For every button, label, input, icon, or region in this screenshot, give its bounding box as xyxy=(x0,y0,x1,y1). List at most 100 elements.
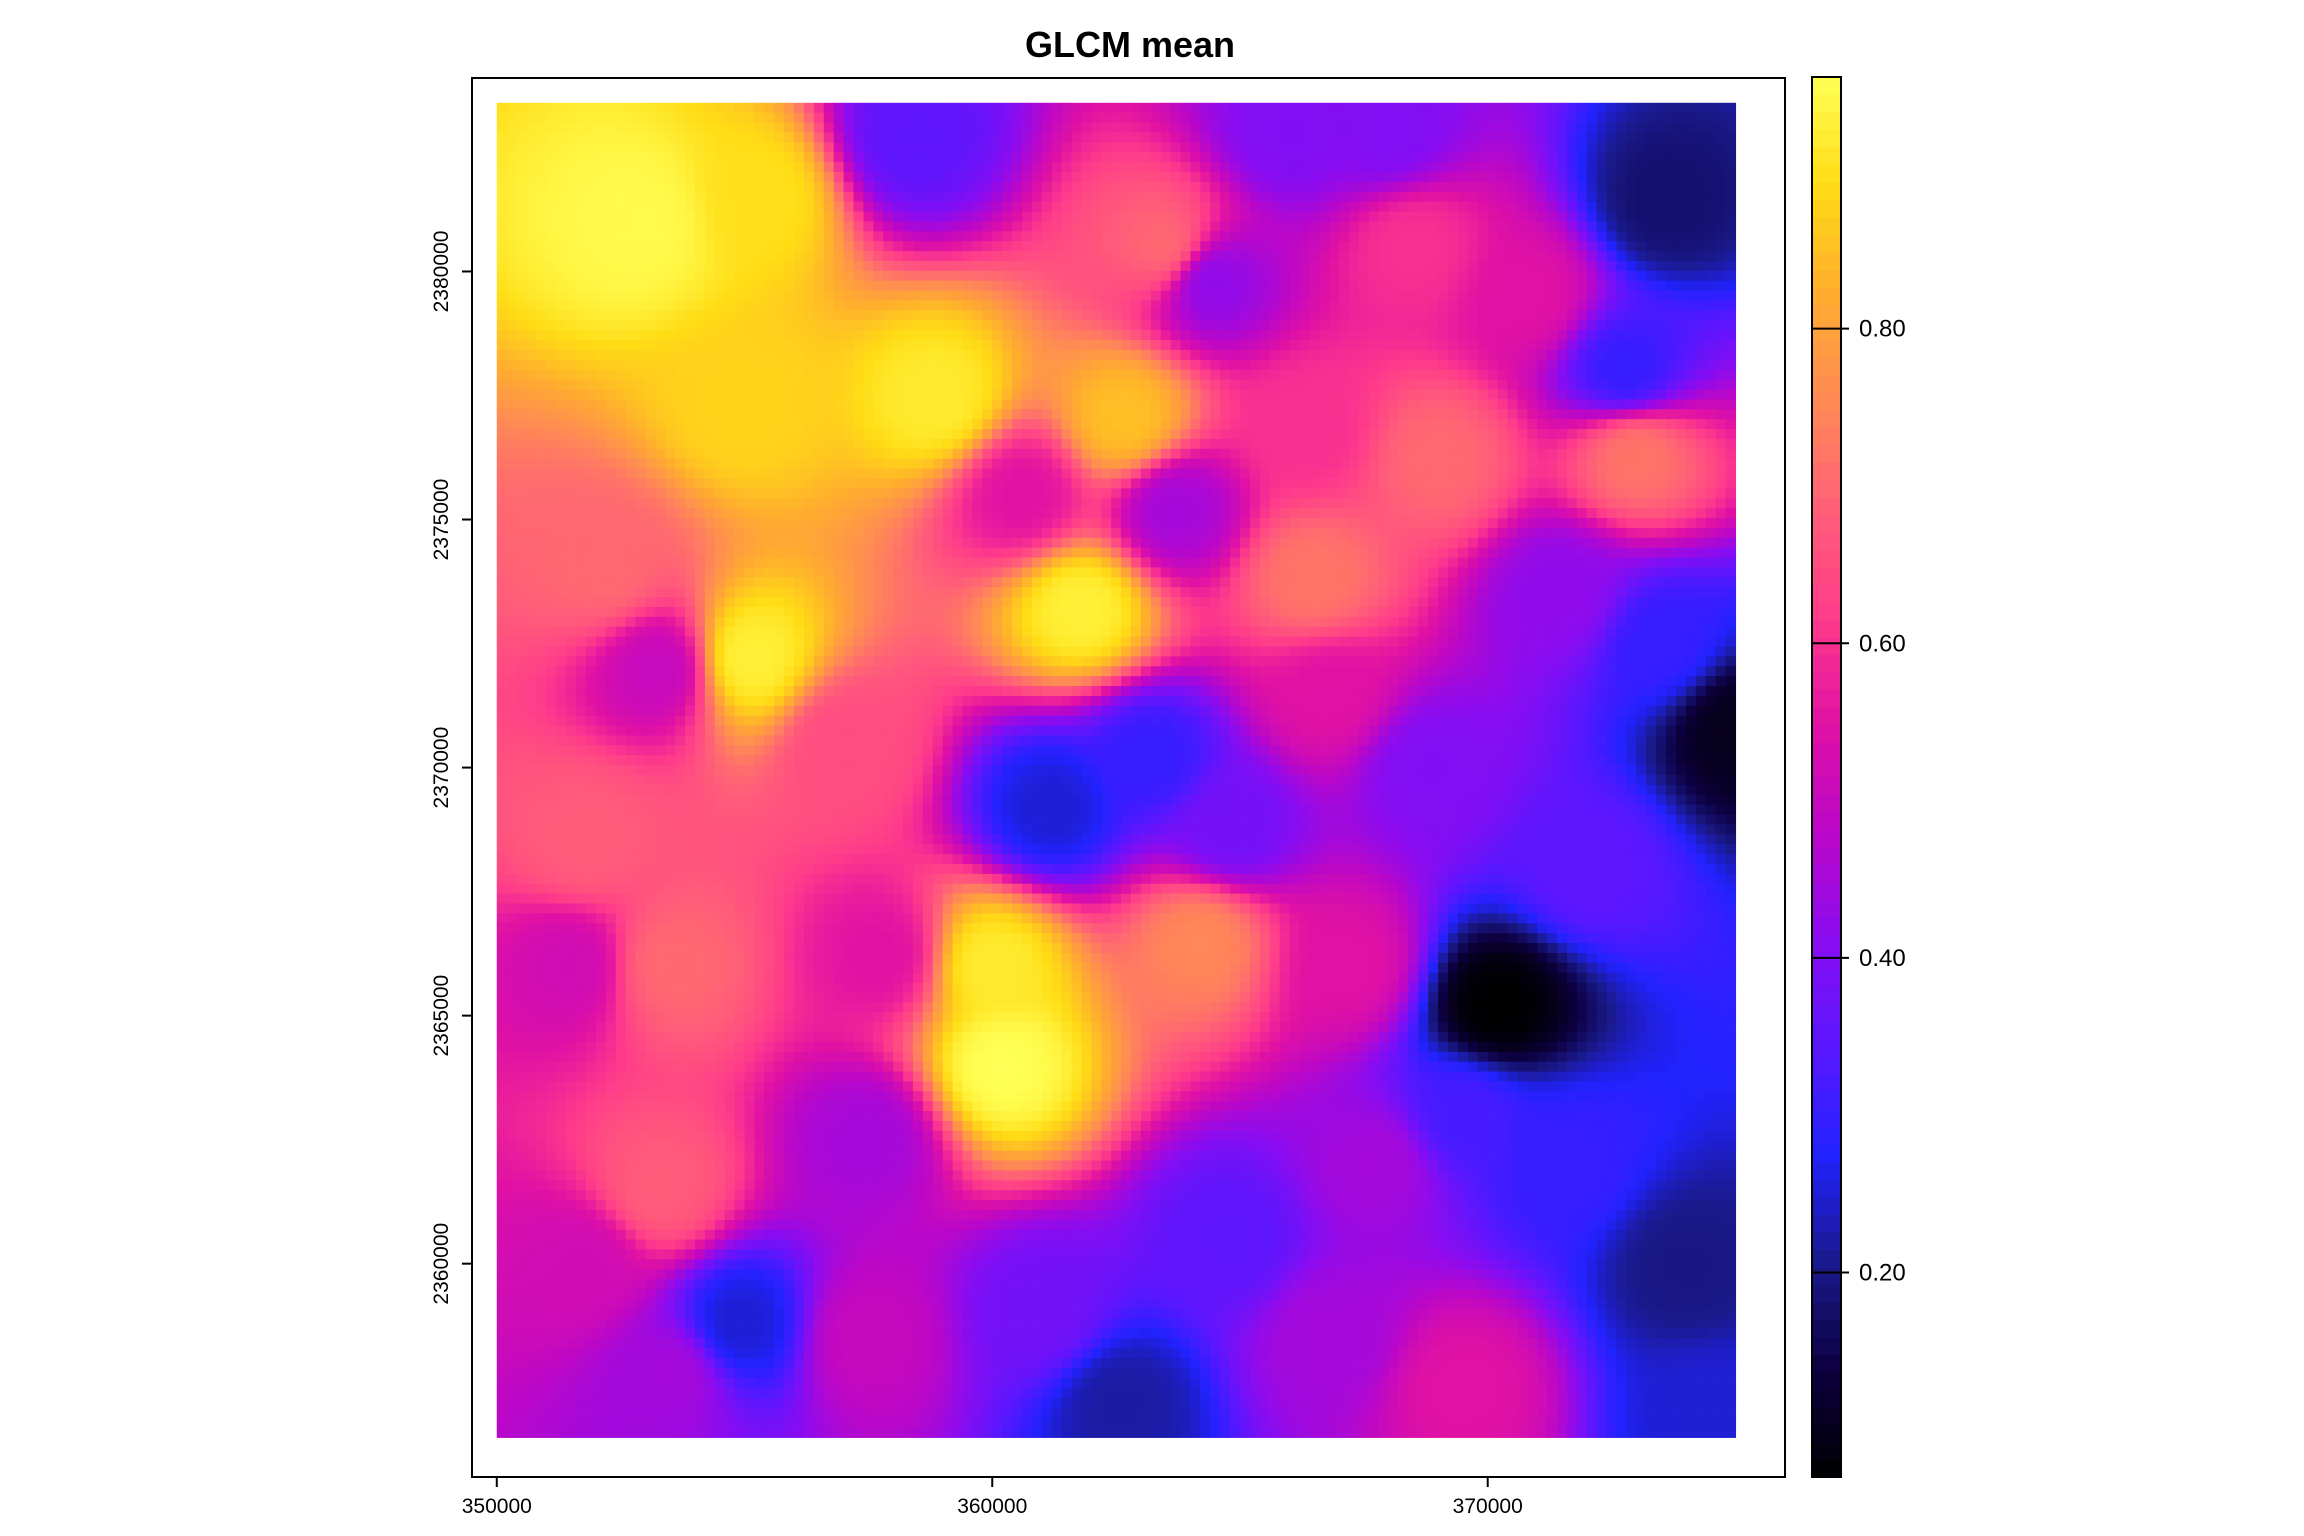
raster-cell xyxy=(1428,231,1439,242)
raster-cell xyxy=(1101,112,1112,124)
raster-cell xyxy=(972,251,983,262)
raster-cell xyxy=(645,389,656,400)
raster-cell xyxy=(1121,191,1132,203)
raster-cell xyxy=(1061,389,1073,400)
raster-cell xyxy=(1448,260,1459,272)
raster-cell xyxy=(556,280,567,292)
raster-cell xyxy=(1259,458,1271,470)
raster-cell xyxy=(1210,320,1221,331)
raster-cell xyxy=(556,379,567,391)
raster-cell xyxy=(1329,270,1340,282)
raster-cell xyxy=(1576,448,1588,460)
raster-cell xyxy=(1091,221,1102,232)
raster-cell xyxy=(1150,260,1162,272)
raster-cell xyxy=(734,211,746,223)
raster-cell xyxy=(595,300,607,311)
raster-cell xyxy=(1467,211,1479,223)
raster-cell xyxy=(546,429,557,440)
raster-cell xyxy=(754,409,765,420)
raster-cell xyxy=(1279,132,1291,143)
raster-cell xyxy=(843,162,855,173)
raster-cell xyxy=(853,399,865,410)
raster-cell xyxy=(615,112,627,124)
raster-cell xyxy=(1259,448,1271,460)
raster-cell xyxy=(1121,359,1132,371)
raster-cell xyxy=(942,290,954,302)
raster-cell xyxy=(625,340,637,351)
raster-cell xyxy=(972,359,983,371)
raster-cell xyxy=(912,488,924,499)
raster-cell xyxy=(1150,251,1162,262)
raster-cell xyxy=(665,132,676,143)
raster-cell xyxy=(784,310,795,321)
raster-cell xyxy=(932,448,944,460)
raster-cell xyxy=(1626,280,1637,292)
raster-cell xyxy=(1636,369,1647,381)
raster-cell xyxy=(1150,280,1162,292)
raster-cell xyxy=(724,419,736,430)
raster-cell xyxy=(1527,172,1538,183)
raster-cell xyxy=(694,221,706,232)
raster-cell xyxy=(1715,172,1727,183)
raster-cell xyxy=(734,221,746,232)
raster-cell xyxy=(1666,300,1677,311)
raster-cell xyxy=(576,191,587,203)
raster-cell xyxy=(675,231,686,242)
raster-cell xyxy=(1101,448,1112,460)
raster-cell xyxy=(873,231,884,242)
raster-cell xyxy=(1091,419,1102,430)
raster-cell xyxy=(1408,409,1419,420)
raster-cell xyxy=(1031,320,1043,331)
raster-cell xyxy=(1656,181,1667,193)
raster-cell xyxy=(1031,468,1043,480)
raster-cell xyxy=(1230,102,1241,114)
raster-cell xyxy=(1051,310,1063,321)
raster-cell xyxy=(1428,221,1439,232)
raster-cell xyxy=(625,290,637,302)
raster-cell xyxy=(1081,300,1092,311)
raster-cell xyxy=(585,231,597,242)
raster-cell xyxy=(922,122,934,134)
raster-cell xyxy=(1111,260,1122,272)
raster-cell xyxy=(1021,201,1033,213)
raster-cell xyxy=(764,488,775,499)
raster-cell xyxy=(1517,419,1528,430)
raster-cell xyxy=(922,280,934,292)
raster-cell xyxy=(942,369,954,381)
raster-cell xyxy=(556,448,567,460)
raster-cell xyxy=(1210,122,1221,134)
raster-cell xyxy=(595,330,607,341)
raster-cell xyxy=(675,290,686,302)
raster-cell xyxy=(645,251,656,262)
raster-cell xyxy=(1140,349,1152,361)
raster-cell xyxy=(1220,349,1231,361)
raster-cell xyxy=(1051,270,1063,282)
raster-cell xyxy=(625,349,637,361)
raster-cell xyxy=(1150,162,1162,173)
raster-cell xyxy=(823,132,835,143)
raster-cell xyxy=(526,280,538,292)
raster-cell xyxy=(536,349,547,361)
raster-cell xyxy=(1477,478,1489,489)
raster-cell xyxy=(1031,241,1043,252)
raster-cell xyxy=(1596,448,1608,460)
raster-cell xyxy=(1091,389,1102,400)
raster-cell xyxy=(972,409,983,420)
raster-cell xyxy=(1517,231,1528,242)
raster-cell xyxy=(734,191,746,203)
raster-cell xyxy=(576,419,587,430)
raster-cell xyxy=(813,330,825,341)
raster-cell xyxy=(595,419,607,430)
raster-cell xyxy=(912,389,924,400)
raster-cell xyxy=(1715,340,1727,351)
raster-cell xyxy=(1418,211,1429,223)
raster-cell xyxy=(1061,419,1073,430)
raster-cell xyxy=(1150,241,1162,252)
raster-cell xyxy=(942,310,954,321)
raster-cell xyxy=(942,448,954,460)
raster-cell xyxy=(1537,112,1548,124)
raster-cell xyxy=(1329,251,1340,262)
raster-cell xyxy=(1249,448,1261,460)
raster-cell xyxy=(744,448,756,460)
raster-cell xyxy=(516,152,528,163)
